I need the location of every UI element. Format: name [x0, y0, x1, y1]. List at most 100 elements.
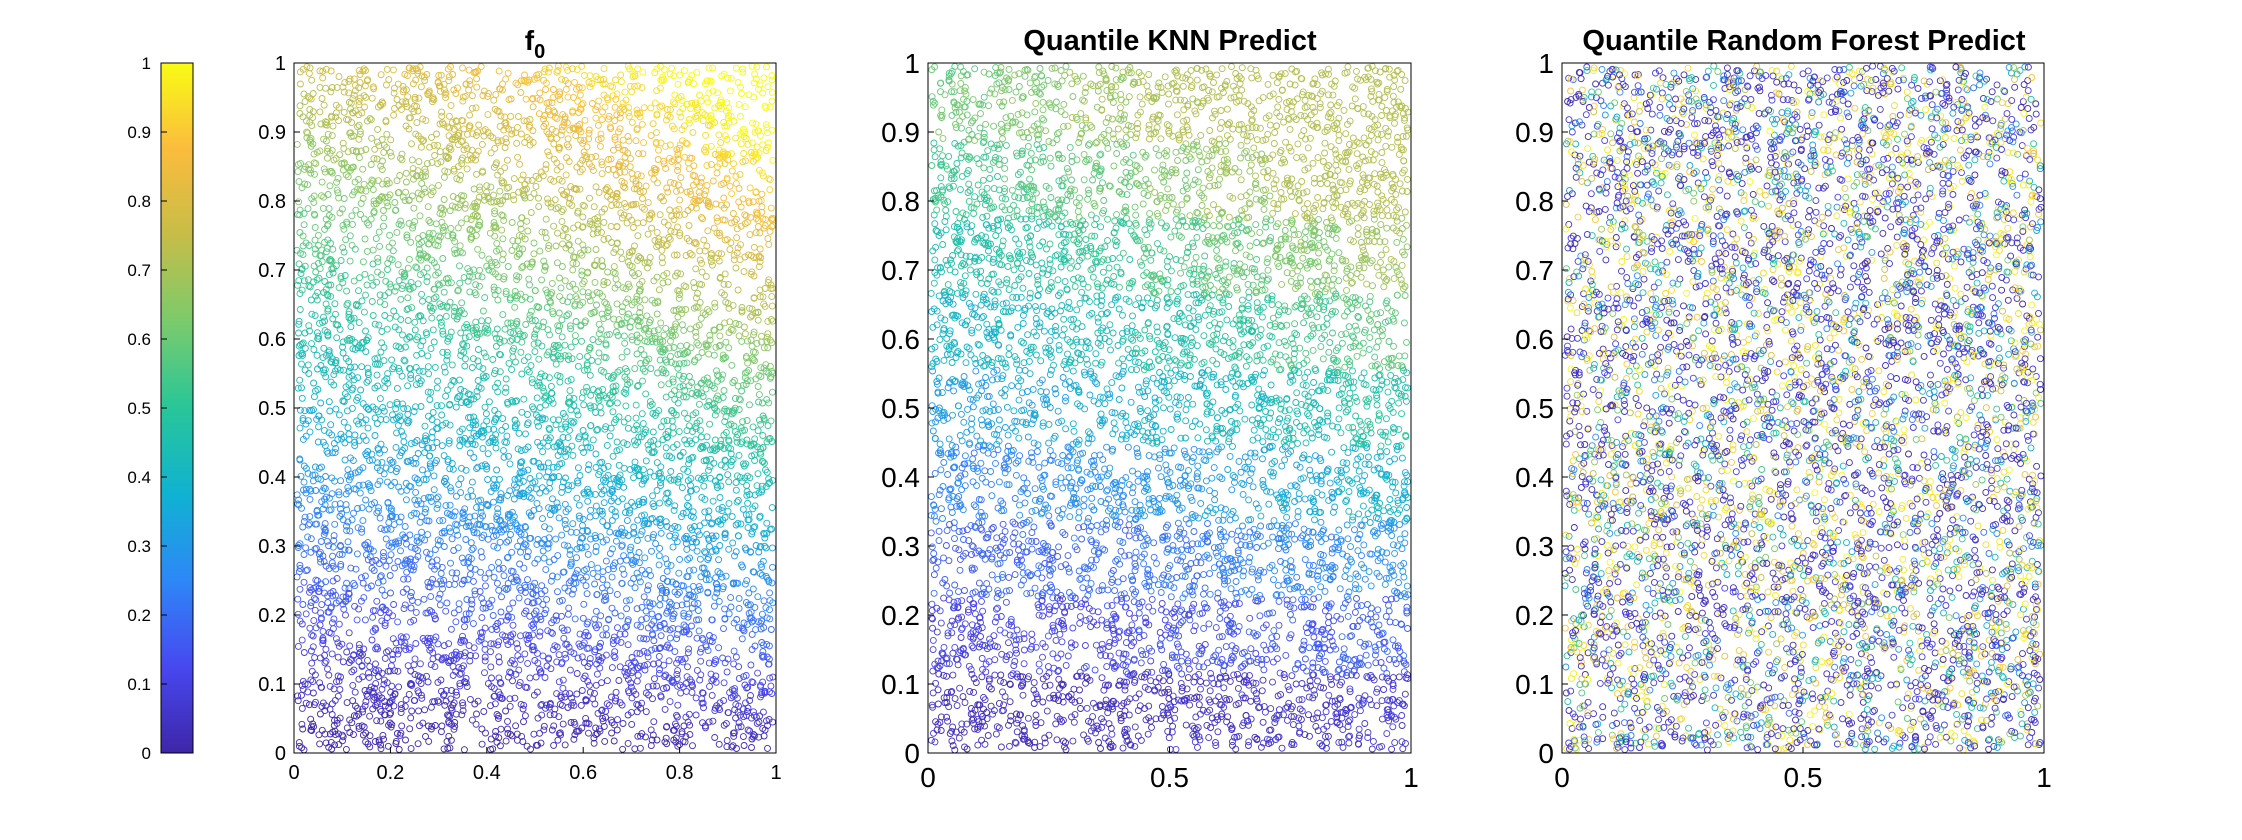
- scatter-point: [309, 632, 317, 640]
- scatter-point: [768, 302, 776, 310]
- scatter-point: [735, 532, 743, 540]
- scatter-point: [350, 314, 358, 322]
- scatter-point: [366, 663, 374, 671]
- scatter-point: [571, 338, 579, 346]
- scatter-point: [688, 622, 695, 630]
- scatter-point: [353, 616, 361, 624]
- scatter-point: [769, 563, 776, 571]
- scatter-point: [613, 222, 621, 230]
- scatter-point: [361, 687, 369, 694]
- scatter-point: [419, 297, 426, 305]
- scatter-point: [750, 243, 758, 251]
- scatter-point: [669, 98, 677, 106]
- scatter-point: [722, 338, 730, 346]
- scatter-point: [637, 172, 645, 180]
- scatter-point: [436, 590, 444, 598]
- scatter-point: [546, 711, 554, 719]
- scatter-point: [632, 414, 640, 422]
- panel-f0: f0 0 0.2 0.4 0.6 0.8 1 00.10.20.30.40.50.60.7…: [258, 25, 781, 784]
- scatter-point: [319, 627, 327, 635]
- scatter-point: [517, 548, 524, 556]
- scatter-point: [751, 457, 759, 464]
- scatter-point: [678, 309, 686, 317]
- scatter-point: [624, 133, 632, 140]
- scatter-point: [445, 132, 453, 140]
- scatter-point: [467, 539, 475, 547]
- scatter-point: [325, 205, 333, 213]
- colorbar: 00.10.20.30.40.50.60.70.80.91: [127, 54, 194, 763]
- scatter-point: [600, 499, 608, 507]
- scatter-point: [378, 339, 386, 347]
- scatter-point: [321, 520, 329, 528]
- scatter-point: [435, 181, 442, 189]
- scatter-point: [438, 722, 446, 730]
- scatter-point: [634, 232, 642, 240]
- scatter-point: [664, 188, 672, 196]
- scatter-point: [329, 122, 337, 130]
- scatter-point: [549, 463, 557, 471]
- scatter-point: [710, 660, 718, 668]
- scatter-point: [331, 520, 339, 528]
- scatter-point: [454, 224, 462, 232]
- scatter-point: [442, 686, 450, 694]
- scatter-point: [740, 268, 748, 276]
- scatter-point: [346, 642, 354, 650]
- scatter-point: [440, 576, 448, 584]
- scatter-point: [426, 452, 434, 460]
- scatter-point: [446, 528, 454, 536]
- scatter-point: [621, 88, 629, 96]
- scatter-point: [520, 395, 528, 403]
- scatter-point: [697, 314, 705, 322]
- scatter-point: [434, 493, 442, 501]
- scatter-point: [453, 492, 460, 500]
- scatter-point: [593, 670, 601, 678]
- scatter-point: [316, 83, 324, 91]
- scatter-point: [649, 120, 657, 128]
- scatter-point: [330, 371, 338, 379]
- scatter-point: [452, 403, 460, 411]
- scatter-point: [434, 640, 442, 648]
- scatter-point: [405, 690, 413, 698]
- scatter-point: [608, 693, 615, 701]
- scatter-point: [295, 739, 303, 747]
- scatter-point: [584, 550, 592, 558]
- scatter-point: [408, 140, 415, 148]
- scatter-point: [498, 226, 506, 234]
- scatter-point: [326, 182, 334, 190]
- scatter-point: [355, 319, 363, 327]
- scatter-point: [328, 132, 336, 140]
- scatter-point: [314, 242, 322, 249]
- scatter-point: [458, 299, 466, 307]
- scatter-point: [764, 744, 771, 752]
- scatter-point: [501, 113, 509, 121]
- scatter-point: [623, 517, 631, 525]
- scatter-point: [452, 90, 460, 97]
- scatter-point: [558, 75, 566, 83]
- scatter-point: [466, 111, 474, 119]
- scatter-point: [608, 604, 616, 612]
- scatter-point: [477, 636, 485, 644]
- scatter-point: [322, 645, 330, 653]
- scatter-point: [690, 162, 698, 170]
- colorbar-tick-label: 0.7: [127, 261, 151, 280]
- scatter-point: [534, 714, 542, 722]
- scatter-point: [706, 682, 713, 690]
- scatter-point: [754, 383, 762, 390]
- scatter-point: [442, 697, 450, 705]
- scatter-point: [315, 423, 322, 431]
- scatter-point: [749, 585, 757, 593]
- scatter-point: [478, 740, 486, 748]
- scatter-point: [617, 612, 625, 620]
- scatter-point: [456, 279, 464, 287]
- scatter-point: [439, 227, 447, 234]
- scatter-point: [674, 167, 681, 174]
- scatter-point: [705, 350, 713, 358]
- scatter-point: [346, 257, 354, 265]
- scatter-point: [753, 719, 761, 727]
- scatter-point: [680, 282, 688, 290]
- scatter-point: [692, 694, 700, 702]
- scatter-point: [710, 602, 718, 610]
- scatter-point: [730, 660, 738, 668]
- scatter-point: [732, 134, 740, 142]
- scatter-point: [718, 573, 726, 581]
